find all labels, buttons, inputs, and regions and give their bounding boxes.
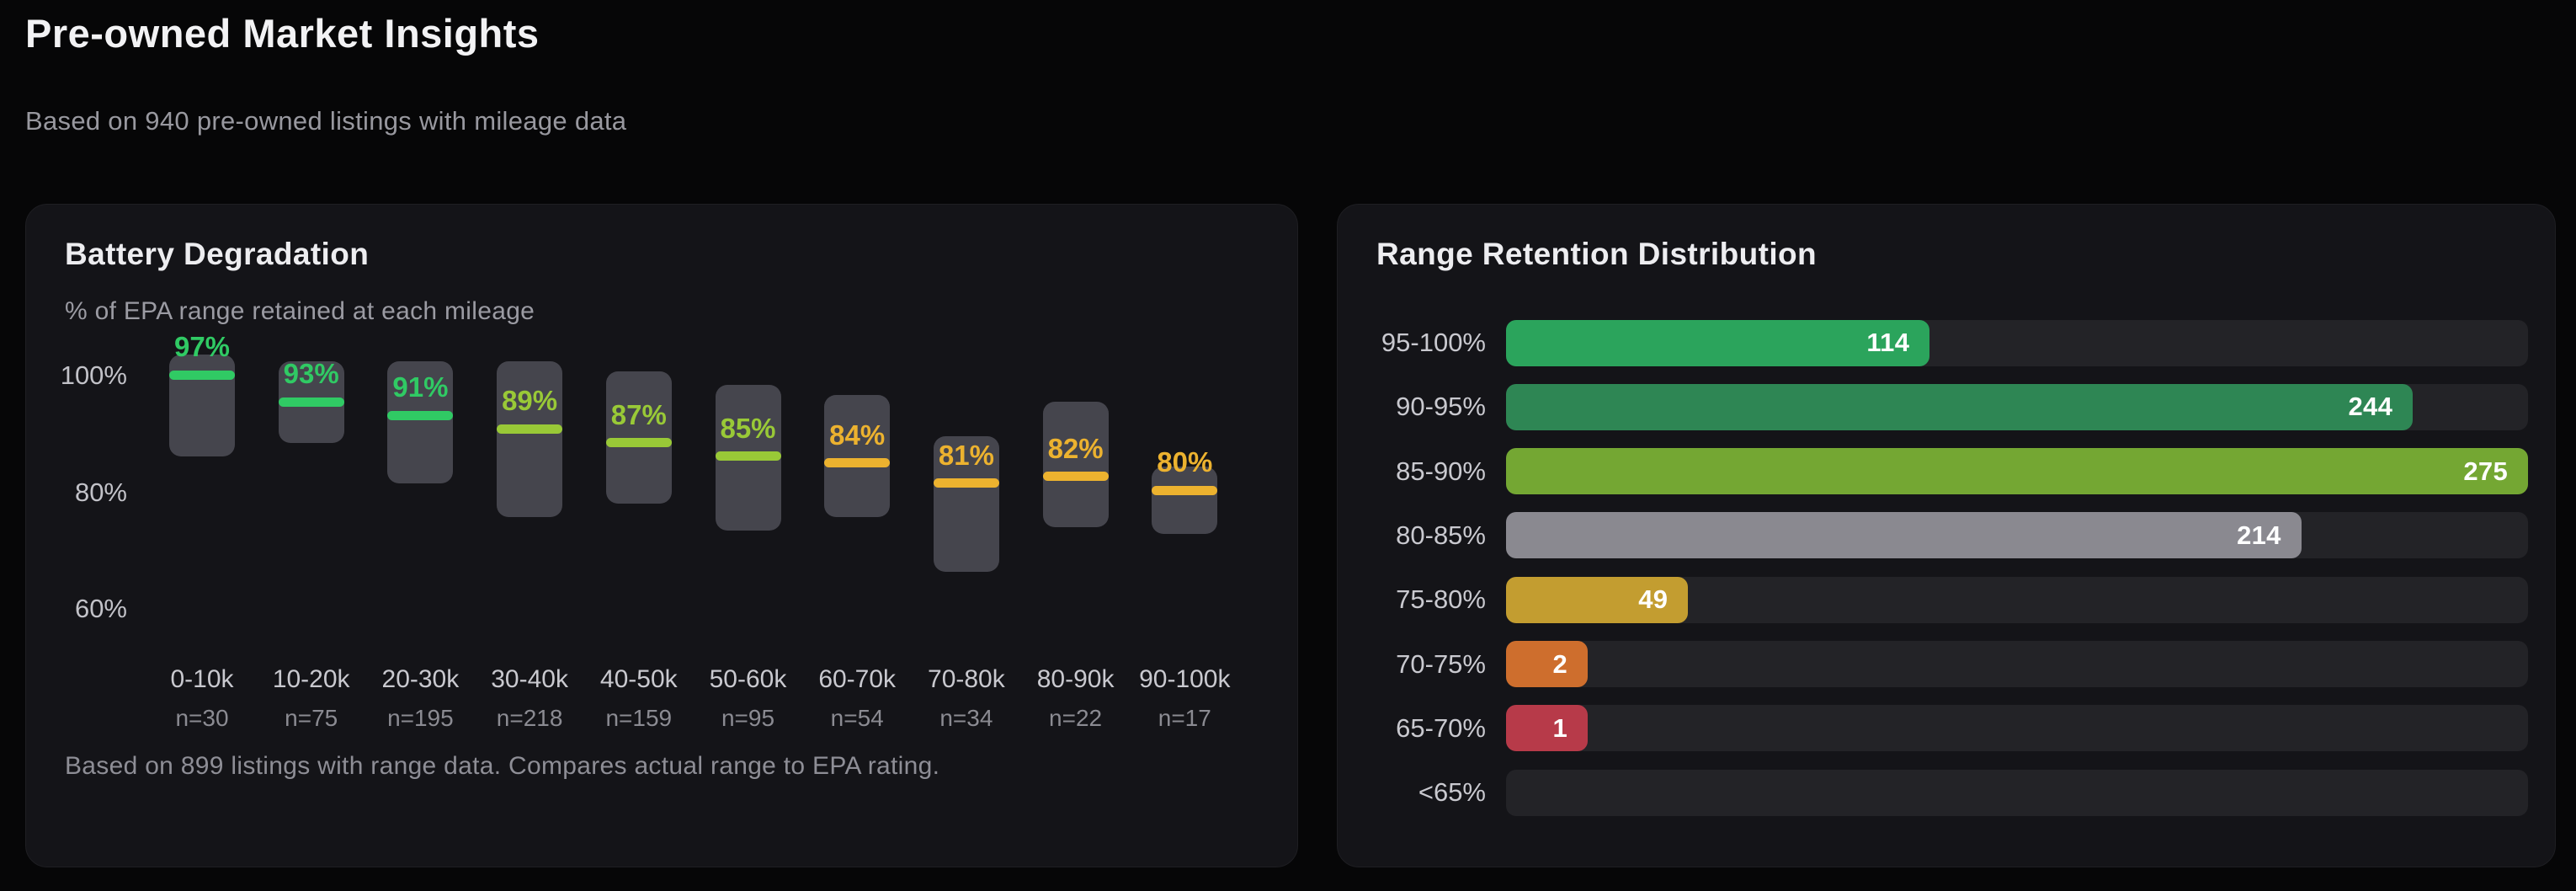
battery-median-line <box>1042 472 1109 482</box>
battery-median-label: 85% <box>720 412 776 444</box>
range-row-label: 95-100% <box>1381 328 1486 357</box>
range-bar-fill: 1 <box>1506 705 1588 752</box>
mileage-bucket-label: 60-70k <box>818 665 897 693</box>
battery-degradation-chart: 100% 80% 60% 97% 0-10k n=30 93% 10-20k n=75 91% 20… <box>26 205 1297 867</box>
page-title: Pre-owned Market Insights <box>25 11 540 56</box>
battery-median-label: 84% <box>829 419 886 451</box>
battery-range-box <box>605 371 672 504</box>
mileage-bucket-label: 90-100k <box>1139 665 1231 693</box>
range-row-label: 75-80% <box>1396 584 1486 615</box>
battery-range-box <box>497 360 563 518</box>
battery-median-line <box>497 424 563 434</box>
range-bar-fill: 2 <box>1506 641 1588 687</box>
battery-median-label: 93% <box>283 358 339 390</box>
battery-median-label: 81% <box>938 439 994 471</box>
mileage-bucket-label: 50-60k <box>709 665 787 693</box>
battery-median-line <box>605 438 672 448</box>
range-retention-chart: 95-100% 114 90-95% 244 85-90% 275 80-85% 214 75-… <box>1338 205 2555 867</box>
sample-size-label: n=17 <box>1158 705 1211 731</box>
sample-size-label: n=30 <box>175 705 229 731</box>
range-bar-value: 2 <box>1552 648 1567 679</box>
range-bar-track: 275 <box>1506 448 2528 495</box>
battery-median-line <box>1152 485 1218 495</box>
battery-panel-footnote: Based on 899 listings with range data. C… <box>65 752 940 780</box>
mileage-bucket-label: 70-80k <box>928 665 1005 693</box>
battery-median-line <box>933 478 999 488</box>
battery-median-label: 97% <box>173 331 231 362</box>
sample-size-label: n=218 <box>496 705 563 731</box>
battery-range-box <box>824 395 891 518</box>
battery-range-box <box>1152 466 1218 535</box>
range-row-label: <65% <box>1418 777 1486 808</box>
range-row-label: 85-90% <box>1396 456 1486 486</box>
sample-size-label: n=54 <box>830 705 884 731</box>
battery-panel-title: Battery Degradation <box>65 237 370 271</box>
sample-size-label: n=75 <box>285 705 338 731</box>
battery-median-label: 82% <box>1047 432 1104 464</box>
battery-median-line <box>824 458 891 468</box>
battery-median-line <box>278 397 344 407</box>
battery-range-box <box>387 360 454 483</box>
range-bar-value: 275 <box>2463 456 2508 486</box>
range-bar-track: 2 <box>1506 641 2528 687</box>
battery-median-label: 87% <box>610 398 667 430</box>
sample-size-label: n=95 <box>721 705 775 731</box>
battery-median-label: 80% <box>1157 446 1213 478</box>
battery-panel-subtitle: % of EPA range retained at each mileage <box>65 297 535 325</box>
battery-range-box <box>933 435 999 572</box>
mileage-bucket-label: 40-50k <box>599 665 678 693</box>
range-bar-value: 214 <box>2237 520 2281 550</box>
mileage-bucket-label: 0-10k <box>170 665 234 693</box>
range-retention-panel: Range Retention Distribution 95-100% 114 9… <box>1337 204 2556 867</box>
range-bar-value: 1 <box>1552 712 1567 743</box>
range-bar-track: 214 <box>1506 512 2528 559</box>
range-bar-value: 49 <box>1638 584 1669 615</box>
y-tick-label: 60% <box>74 594 127 624</box>
range-bar-track: 1 <box>1506 705 2528 752</box>
mileage-bucket-label: 20-30k <box>381 665 460 693</box>
battery-median-line <box>387 410 454 420</box>
range-bar-track <box>1506 769 2528 816</box>
battery-range-box <box>169 354 235 456</box>
mileage-bucket-label: 10-20k <box>272 665 350 693</box>
range-bar-track: 49 <box>1506 576 2528 623</box>
range-bar-fill: 244 <box>1506 383 2414 430</box>
y-tick-label: 80% <box>74 477 127 507</box>
range-bar-fill: 114 <box>1506 319 1930 366</box>
range-row-label: 65-70% <box>1396 712 1486 743</box>
range-row-label: 80-85% <box>1396 520 1486 550</box>
range-row-label: 70-75% <box>1396 648 1486 679</box>
page-subtitle: Based on 940 pre-owned listings with mil… <box>25 106 627 136</box>
battery-median-label: 89% <box>502 385 558 417</box>
sample-size-label: n=159 <box>605 705 673 731</box>
battery-degradation-panel: Battery Degradation % of EPA range retai… <box>25 204 1298 867</box>
battery-median-label: 91% <box>392 371 449 403</box>
mileage-bucket-label: 30-40k <box>491 665 568 693</box>
range-bar-fill: 49 <box>1506 576 1689 623</box>
range-bar-track: 244 <box>1506 383 2528 430</box>
y-tick-label: 100% <box>60 360 127 390</box>
range-panel-title: Range Retention Distribution <box>1376 237 1818 271</box>
mileage-bucket-label: 80-90k <box>1036 665 1115 693</box>
sample-size-label: n=22 <box>1049 705 1103 731</box>
range-row-label: 90-95% <box>1396 392 1486 422</box>
range-bar-fill: 275 <box>1506 448 2528 495</box>
range-bar-value: 244 <box>2348 392 2393 422</box>
range-bar-value: 114 <box>1866 328 1910 357</box>
battery-median-line <box>169 370 235 380</box>
battery-range-box <box>1042 402 1109 528</box>
range-bar-track: 114 <box>1506 319 2528 366</box>
sample-size-label: n=195 <box>387 705 454 731</box>
sample-size-label: n=34 <box>939 705 993 731</box>
range-bar-fill: 214 <box>1506 512 2302 559</box>
battery-median-line <box>715 451 781 462</box>
